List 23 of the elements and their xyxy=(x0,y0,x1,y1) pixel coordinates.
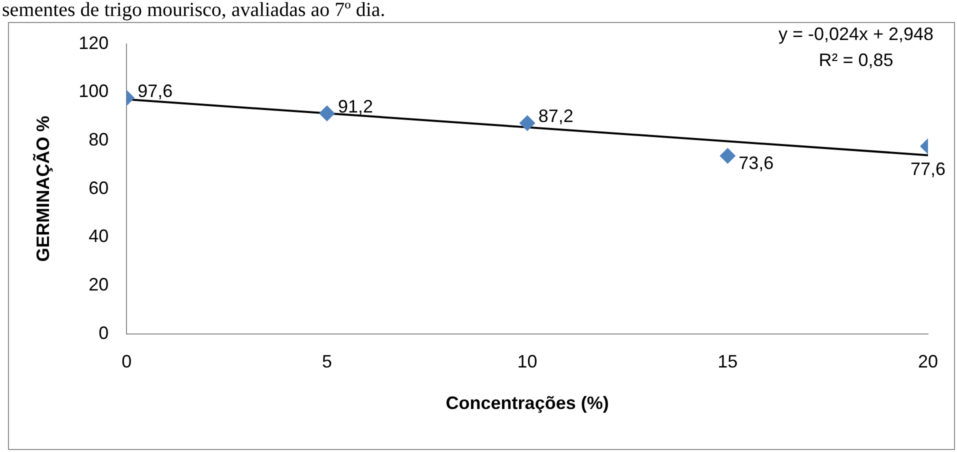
y-axis-title: GERMINAÇÃO % xyxy=(32,116,53,262)
data-label: 73,6 xyxy=(738,152,774,173)
y-tick-label: 0 xyxy=(98,322,109,343)
annotation: R² = 0,85 xyxy=(818,50,894,70)
annotation: y = -0,024x + 2,948 xyxy=(778,24,934,44)
x-tick-label: 5 xyxy=(322,352,332,372)
x-tick-label: 10 xyxy=(517,352,538,372)
y-tick-label: 120 xyxy=(78,32,109,53)
y-tick-label: 40 xyxy=(88,226,109,246)
y-tick-label: 80 xyxy=(88,129,109,150)
data-label: 97,6 xyxy=(138,80,173,101)
x-tick-label: 15 xyxy=(718,352,738,372)
x-tick-label: 0 xyxy=(122,352,132,372)
x-tick-label: 20 xyxy=(918,352,938,372)
data-label: 91,2 xyxy=(338,96,374,116)
point xyxy=(519,115,536,132)
data-label: 77,6 xyxy=(910,159,946,180)
y-tick-label: 100 xyxy=(78,81,109,102)
data-label: 87,2 xyxy=(538,106,574,126)
x-axis-title: Concentrações (%) xyxy=(446,393,609,414)
chart-title: sementes de trigo mourisco, avaliadas ao 7º dia. xyxy=(2,0,386,21)
y-tick-label: 60 xyxy=(88,178,109,198)
y-tick-label: 20 xyxy=(88,274,109,294)
